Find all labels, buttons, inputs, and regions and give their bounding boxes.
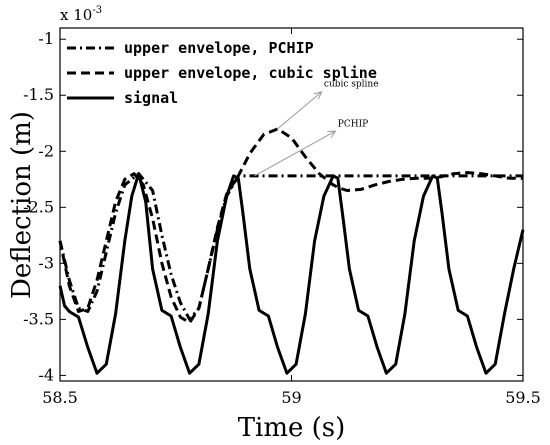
x-tick-label: 59.5 [505, 388, 541, 407]
y-tick-label: -2 [38, 141, 54, 160]
y-tick-label: -3.5 [23, 309, 54, 328]
x-tick-label: 59 [281, 388, 301, 407]
plot-background [60, 28, 523, 381]
y-multiplier-label: x 10-3 [60, 5, 102, 24]
legend-label: upper envelope, cubic spline [124, 64, 377, 82]
annotation-label: PCHIP [338, 120, 368, 130]
annotation-arrow-head [313, 91, 323, 100]
series-line-2 [58, 172, 525, 375]
y-tick-label: -3 [38, 253, 54, 272]
x-axis-label: Time (s) [238, 413, 346, 443]
annotation-arrow-head [327, 130, 337, 138]
series-layer [58, 127, 525, 375]
tick-layer: 58.5 59 59.5 -1 -1.5 -2 -2.5 -3 -3.5 -4 [23, 28, 541, 407]
x-tick-label: 58.5 [42, 388, 78, 407]
y-tick-label: -4 [38, 365, 54, 384]
y-axis-label: Deflection (m) [7, 111, 37, 299]
legend-label: upper envelope, PCHIP [124, 39, 314, 57]
legend-label: signal [124, 89, 178, 107]
legend: upper envelope, PCHIP upper envelope, cub… [67, 39, 377, 107]
y-tick-label: -1 [38, 29, 54, 48]
y-tick-label: -1.5 [23, 85, 54, 104]
annotation-arrow-line [254, 130, 336, 177]
y-multiplier-exponent: -3 [92, 5, 102, 16]
annotation-layer: cubic spline PCHIP [254, 79, 379, 177]
series-line-1 [58, 127, 523, 325]
annotation-label: cubic spline [324, 79, 379, 89]
annotation-arrow-line [277, 91, 322, 130]
y-tick-label: -2.5 [23, 197, 54, 216]
